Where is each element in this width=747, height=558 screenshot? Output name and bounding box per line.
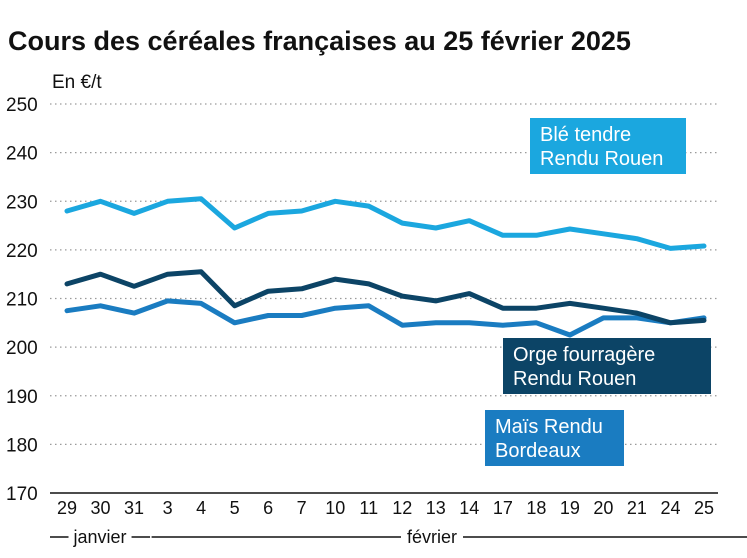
y-tick-label: 240: [6, 144, 38, 165]
series-label-text: Blé tendre: [540, 124, 631, 146]
x-tick-label: 7: [297, 498, 307, 518]
x-tick-label: 21: [627, 498, 647, 518]
x-tick-label: 3: [163, 498, 173, 518]
y-tick-label: 190: [6, 387, 38, 408]
y-tick-label: 220: [6, 241, 38, 262]
x-tick-label: 10: [325, 498, 345, 518]
x-tick-label: 20: [593, 498, 613, 518]
y-tick-label: 250: [6, 95, 38, 116]
y-tick-label: 170: [6, 484, 38, 505]
series-label-text: Rendu Rouen: [513, 368, 636, 390]
gridlines: [50, 103, 718, 494]
series-line: [64, 298, 707, 338]
y-tick-label: 200: [6, 338, 38, 359]
x-tick-label: 18: [526, 498, 546, 518]
y-tick-labels: 170 180 190 200 210 220 230 240 250: [6, 95, 38, 505]
y-tick-label: 210: [6, 290, 38, 311]
series-label-text: Rendu Rouen: [540, 148, 663, 170]
y-tick-label: 180: [6, 435, 38, 456]
month-labels: janvier février: [50, 527, 747, 547]
series-label-box: [503, 338, 711, 394]
series-line: [64, 196, 707, 251]
x-tick-label: 5: [230, 498, 240, 518]
x-tick-label: 14: [459, 498, 479, 518]
x-tick-label: 25: [694, 498, 714, 518]
y-axis-unit-label: En €/t: [52, 72, 102, 93]
x-tick-label: 17: [493, 498, 513, 518]
series-label-box: [485, 410, 624, 466]
series-label-box: [530, 118, 686, 174]
x-tick-label: 24: [660, 498, 680, 518]
x-tick-label: 6: [263, 498, 273, 518]
x-tick-label: 13: [426, 498, 446, 518]
series-lines: [64, 196, 707, 338]
x-tick-label: 19: [560, 498, 580, 518]
series-label-text: Orge fourragère: [513, 344, 655, 366]
series-label-text: Bordeaux: [495, 440, 581, 462]
chart-title: Cours des céréales françaises au 25 févr…: [8, 26, 631, 56]
series-label-text: Maïs Rendu: [495, 416, 603, 438]
month-label-fevrier: février: [407, 527, 457, 547]
x-tick-label: 11: [359, 498, 378, 518]
x-tick-labels: 29 30 31 3 4 5 6 7 10 11 12 13 14 17 18 19 20 21 24 25: [57, 498, 714, 518]
x-tick-label: 29: [57, 498, 77, 518]
x-tick-label: 12: [392, 498, 412, 518]
x-tick-label: 31: [124, 498, 144, 518]
month-label-janvier: janvier: [73, 527, 127, 547]
series-line: [64, 269, 707, 326]
y-tick-label: 230: [6, 192, 38, 213]
x-tick-label: 30: [91, 498, 111, 518]
x-tick-label: 4: [196, 498, 206, 518]
